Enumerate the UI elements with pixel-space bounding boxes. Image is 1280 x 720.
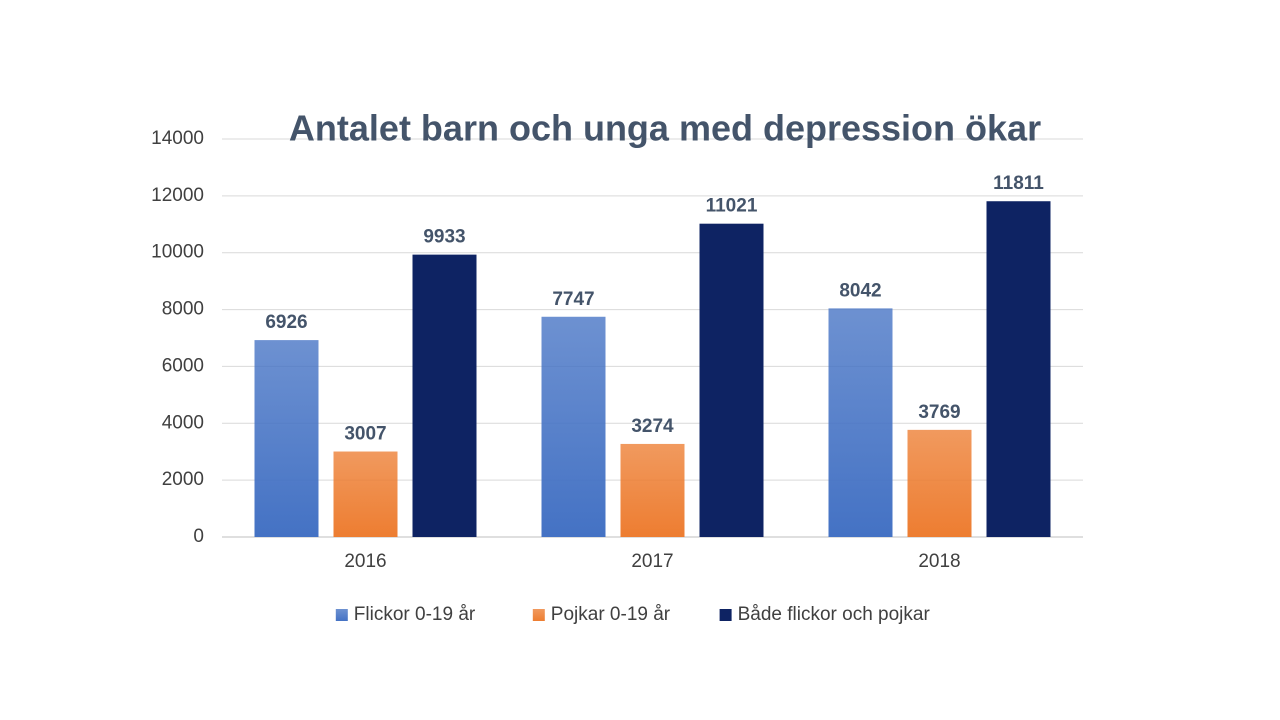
chart-title: Antalet barn och unga med depression öka… xyxy=(289,108,1041,149)
data-label: 7747 xyxy=(552,289,594,310)
bar xyxy=(828,308,893,537)
legend-swatch xyxy=(532,609,545,621)
bar xyxy=(412,254,477,537)
legend-label: Både flickor och pojkar xyxy=(738,604,931,625)
data-label: 3274 xyxy=(631,416,674,437)
data-label: 6926 xyxy=(265,312,307,333)
data-label: 3007 xyxy=(344,424,386,445)
y-tick-label: 4000 xyxy=(162,412,204,433)
y-tick-label: 6000 xyxy=(162,355,204,376)
data-label: 9933 xyxy=(423,227,465,248)
x-tick-label: 2017 xyxy=(631,551,673,572)
data-label: 8042 xyxy=(839,280,881,301)
x-tick-label: 2016 xyxy=(344,551,386,572)
y-tick-label: 14000 xyxy=(151,128,204,149)
bar xyxy=(986,201,1051,537)
y-tick-label: 10000 xyxy=(151,242,204,263)
legend-swatch xyxy=(335,609,348,621)
bar xyxy=(333,451,398,537)
legend-swatch xyxy=(719,609,732,621)
bar xyxy=(254,340,319,537)
y-tick-label: 0 xyxy=(193,526,204,547)
bar xyxy=(541,316,606,537)
data-label: 11811 xyxy=(993,173,1044,194)
y-tick-label: 8000 xyxy=(162,299,204,320)
bar xyxy=(699,223,764,537)
bar xyxy=(620,443,685,537)
legend-label: Pojkar 0-19 år xyxy=(551,604,671,625)
data-label: 11021 xyxy=(706,196,758,217)
bar xyxy=(907,429,972,537)
legend-label: Flickor 0-19 år xyxy=(354,604,476,625)
y-tick-label: 2000 xyxy=(162,469,204,490)
x-tick-label: 2018 xyxy=(918,551,960,572)
y-tick-label: 12000 xyxy=(151,185,204,206)
data-label: 3769 xyxy=(918,402,960,423)
